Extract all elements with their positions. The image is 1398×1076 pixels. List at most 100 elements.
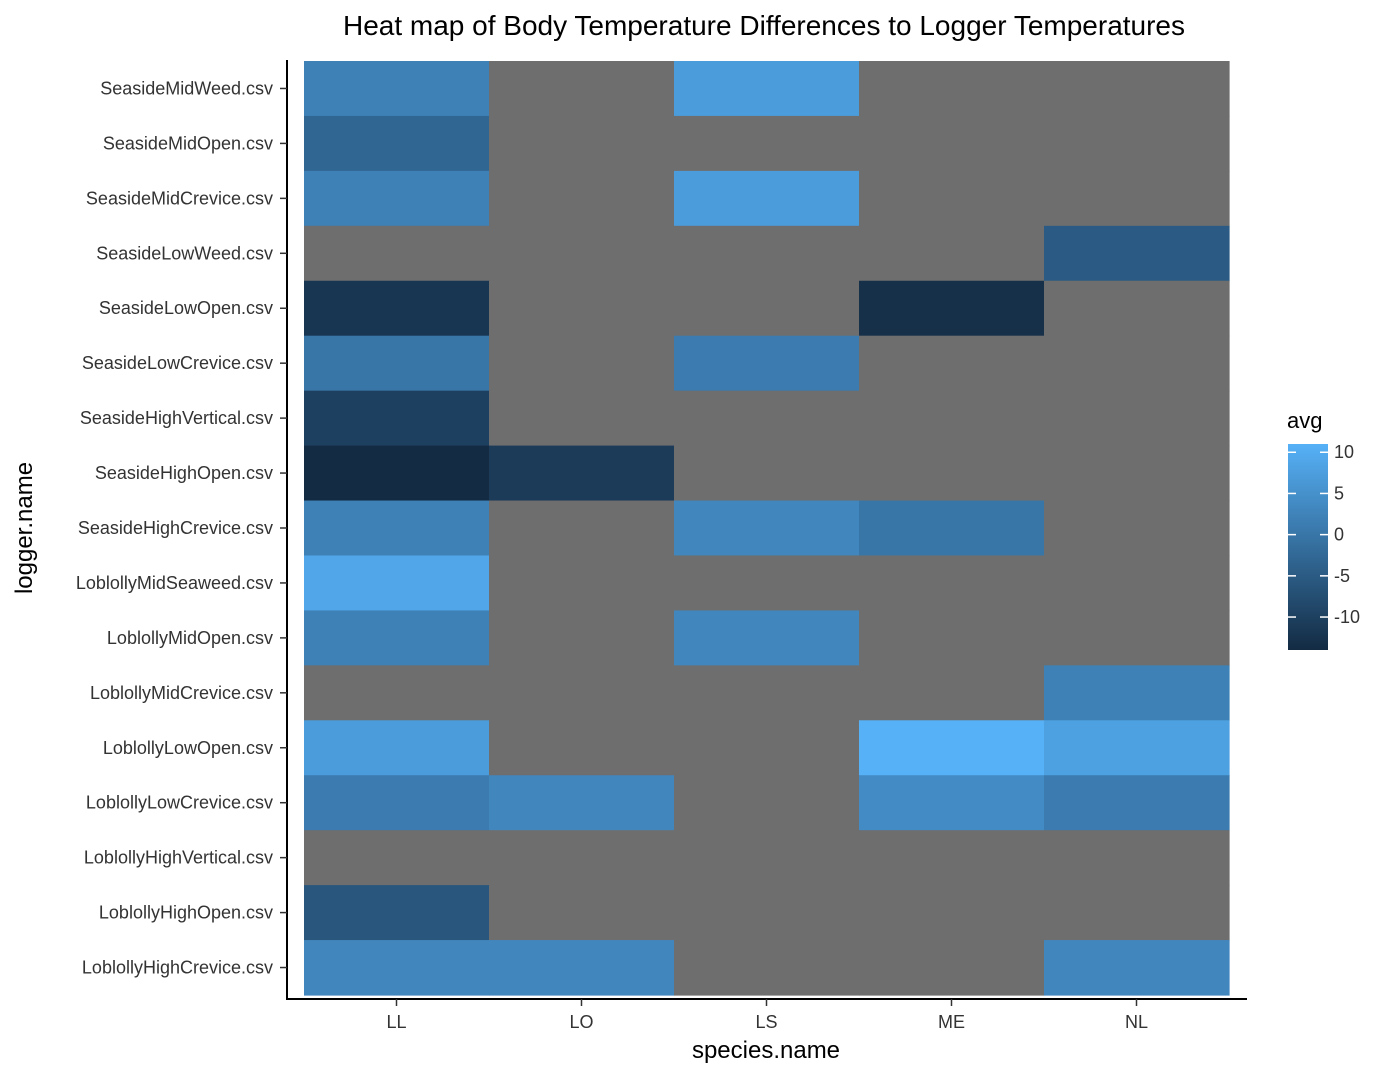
heatmap-cell-SeasideHighVertical.csv-ME <box>859 390 1045 447</box>
heatmap-cell-LoblollyMidCrevice.csv-LL <box>304 665 490 721</box>
y-tick-label: LoblollyHighCrevice.csv <box>82 958 273 978</box>
heatmap-cell-LoblollyLowOpen.csv-LL <box>304 720 490 776</box>
heatmap-cell-LoblollyHighCrevice.csv-LS <box>674 940 860 996</box>
heatmap-cell-SeasideHighCrevice.csv-NL <box>1044 500 1230 557</box>
heatmap-cell-SeasideHighCrevice.csv-LO <box>489 500 675 557</box>
y-tick-label: SeasideMidWeed.csv <box>100 78 273 98</box>
legend-colorbar <box>1288 444 1328 650</box>
y-tick-label: LoblollyHighVertical.csv <box>84 848 273 868</box>
heatmap-cell-SeasideMidOpen.csv-ME <box>859 115 1045 172</box>
heatmap-cell-LoblollyMidSeaweed.csv-LS <box>674 555 860 612</box>
x-tick-label: ME <box>938 1012 965 1032</box>
y-tick-label: SeasideHighVertical.csv <box>80 408 273 428</box>
heatmap-cell-SeasideHighOpen.csv-LS <box>674 445 860 502</box>
legend-tick-label: 10 <box>1334 442 1354 462</box>
heatmap-cell-SeasideMidCrevice.csv-NL <box>1044 170 1230 227</box>
heatmap-cell-LoblollyLowCrevice.csv-ME <box>859 775 1045 831</box>
heatmap-cell-SeasideLowCrevice.csv-LO <box>489 335 675 392</box>
heatmap-cell-SeasideHighOpen.csv-NL <box>1044 445 1230 502</box>
heatmap-cell-LoblollyMidOpen.csv-LS <box>674 610 860 666</box>
heatmap-cell-LoblollyLowOpen.csv-NL <box>1044 720 1230 776</box>
legend-ticks: 10 5 0 -5 -10 <box>1288 442 1360 627</box>
heatmap-cell-LoblollyHighCrevice.csv-ME <box>859 940 1045 996</box>
y-tick-label: LoblollyMidOpen.csv <box>107 628 273 648</box>
y-tick-label: SeasideHighCrevice.csv <box>78 518 273 538</box>
y-tick-label: SeasideLowOpen.csv <box>99 298 273 318</box>
heatmap-cell-SeasideHighCrevice.csv-LL <box>304 500 490 557</box>
heatmap-cell-SeasideHighVertical.csv-LS <box>674 390 860 447</box>
heatmap-cell-SeasideMidWeed.csv-LO <box>489 61 675 117</box>
heatmap-cell-LoblollyMidSeaweed.csv-ME <box>859 555 1045 612</box>
heatmap-cell-SeasideHighVertical.csv-LO <box>489 390 675 447</box>
x-tick-label: LO <box>569 1012 593 1032</box>
heatmap-cell-SeasideHighOpen.csv-LL <box>304 445 490 502</box>
y-axis-ticks: SeasideMidWeed.csv SeasideMidOpen.csv Seas… <box>76 78 287 978</box>
heatmap-cell-SeasideLowWeed.csv-LS <box>674 225 860 282</box>
x-axis-ticks: LL LO LS ME NL <box>386 999 1148 1032</box>
heatmap-cell-LoblollyMidCrevice.csv-NL <box>1044 665 1230 721</box>
heatmap-cell-LoblollyHighOpen.csv-LL <box>304 885 490 941</box>
heatmap-cell-LoblollyMidCrevice.csv-ME <box>859 665 1045 721</box>
heatmap-cell-LoblollyHighVertical.csv-LS <box>674 830 860 886</box>
heatmap-cell-LoblollyHighVertical.csv-LO <box>489 830 675 886</box>
heatmap-cell-LoblollyHighOpen.csv-LS <box>674 885 860 941</box>
heatmap-cell-LoblollyLowCrevice.csv-LS <box>674 775 860 831</box>
heatmap-cell-LoblollyMidOpen.csv-LO <box>489 610 675 666</box>
heatmap-cell-SeasideMidWeed.csv-LS <box>674 61 860 117</box>
heatmap-cell-LoblollyHighOpen.csv-LO <box>489 885 675 941</box>
y-tick-label: SeasideHighOpen.csv <box>95 463 273 483</box>
heatmap-cell-SeasideLowWeed.csv-LL <box>304 225 490 282</box>
heatmap-cell-LoblollyHighCrevice.csv-LL <box>304 940 490 996</box>
heatmap-cell-SeasideHighVertical.csv-NL <box>1044 390 1230 447</box>
y-tick-label: LoblollyMidSeaweed.csv <box>76 573 273 593</box>
y-tick-label: LoblollyHighOpen.csv <box>99 903 273 923</box>
legend-tick-label: -5 <box>1334 566 1350 586</box>
x-tick-label: LL <box>386 1012 406 1032</box>
heatmap-cell-SeasideMidWeed.csv-NL <box>1044 61 1230 117</box>
heatmap-cell-SeasideMidCrevice.csv-LL <box>304 170 490 227</box>
legend: avg 10 5 0 -5 -10 <box>1287 408 1360 650</box>
heatmap-cell-SeasideMidWeed.csv-LL <box>304 61 490 117</box>
heatmap-cell-LoblollyMidOpen.csv-ME <box>859 610 1045 666</box>
x-tick-label: NL <box>1125 1012 1148 1032</box>
heatmap-cell-LoblollyHighCrevice.csv-LO <box>489 940 675 996</box>
heatmap-cells <box>304 61 1230 996</box>
heatmap-cell-LoblollyMidOpen.csv-LL <box>304 610 490 666</box>
heatmap-cell-LoblollyLowCrevice.csv-NL <box>1044 775 1230 831</box>
heatmap-cell-LoblollyHighVertical.csv-LL <box>304 830 490 886</box>
heatmap-cell-SeasideLowWeed.csv-ME <box>859 225 1045 282</box>
heatmap-cell-LoblollyMidSeaweed.csv-LO <box>489 555 675 612</box>
heatmap-cell-SeasideLowCrevice.csv-NL <box>1044 335 1230 392</box>
heatmap-cell-LoblollyLowCrevice.csv-LO <box>489 775 675 831</box>
legend-tick-label: 0 <box>1334 525 1344 545</box>
y-tick-label: SeasideLowWeed.csv <box>96 243 273 263</box>
heatmap-cell-SeasideMidOpen.csv-LO <box>489 115 675 172</box>
heatmap-cell-SeasideLowOpen.csv-NL <box>1044 280 1230 337</box>
heatmap-cell-SeasideMidOpen.csv-NL <box>1044 115 1230 172</box>
y-tick-label: SeasideMidCrevice.csv <box>86 188 273 208</box>
heatmap-cell-LoblollyLowCrevice.csv-LL <box>304 775 490 831</box>
heatmap-cell-SeasideLowOpen.csv-LL <box>304 280 490 337</box>
y-axis-title: logger.name <box>11 462 38 594</box>
heatmap-cell-SeasideMidOpen.csv-LS <box>674 115 860 172</box>
heatmap-cell-SeasideHighCrevice.csv-ME <box>859 500 1045 557</box>
y-tick-label: LoblollyMidCrevice.csv <box>90 683 273 703</box>
heatmap-cell-SeasideHighVertical.csv-LL <box>304 390 490 447</box>
heatmap-cell-SeasideLowCrevice.csv-LL <box>304 335 490 392</box>
heatmap-cell-LoblollyLowOpen.csv-ME <box>859 720 1045 776</box>
legend-tick-label: 5 <box>1334 483 1344 503</box>
heatmap-cell-LoblollyMidSeaweed.csv-LL <box>304 555 490 612</box>
y-tick-label: SeasideLowCrevice.csv <box>82 353 273 373</box>
heatmap-cell-LoblollyHighVertical.csv-NL <box>1044 830 1230 886</box>
heatmap-cell-SeasideLowOpen.csv-LO <box>489 280 675 337</box>
heatmap-cell-LoblollyMidCrevice.csv-LO <box>489 665 675 721</box>
heatmap-cell-SeasideLowWeed.csv-LO <box>489 225 675 282</box>
x-axis-title: species.name <box>692 1037 840 1064</box>
heatmap-cell-SeasideMidCrevice.csv-LS <box>674 170 860 227</box>
heatmap-cell-SeasideMidWeed.csv-ME <box>859 61 1045 117</box>
y-tick-label: LoblollyLowOpen.csv <box>103 738 273 758</box>
heatmap-cell-LoblollyLowOpen.csv-LO <box>489 720 675 776</box>
heatmap-cell-SeasideLowCrevice.csv-LS <box>674 335 860 392</box>
heatmap-cell-SeasideHighOpen.csv-ME <box>859 445 1045 502</box>
